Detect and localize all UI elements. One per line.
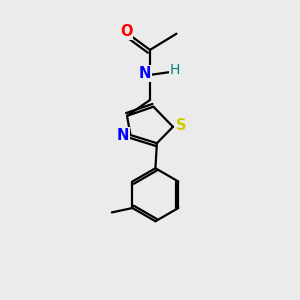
- Text: S: S: [176, 118, 187, 133]
- Text: O: O: [120, 24, 133, 39]
- Text: N: N: [139, 66, 151, 81]
- Text: N: N: [117, 128, 129, 142]
- Text: H: H: [170, 64, 180, 77]
